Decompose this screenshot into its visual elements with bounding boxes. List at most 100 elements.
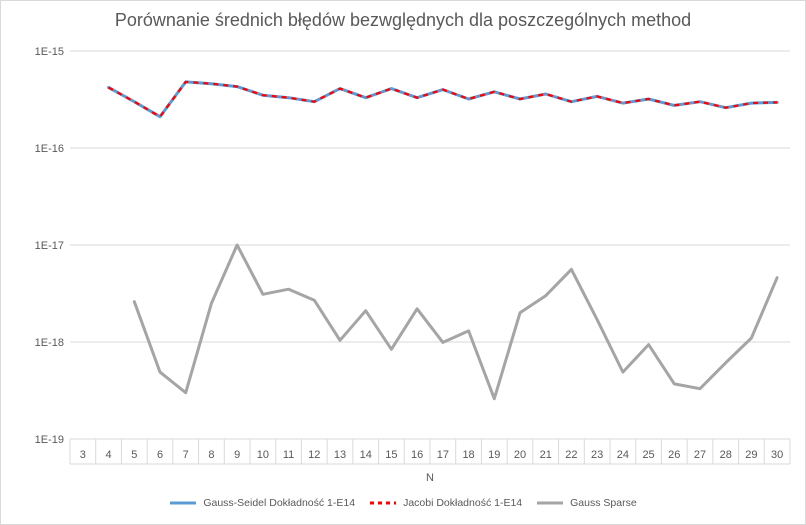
- x-tick-label: 28: [720, 449, 732, 461]
- data-point: [467, 329, 470, 332]
- data-point: [544, 294, 547, 297]
- y-tick-label: 1E-16: [35, 143, 64, 155]
- data-point: [673, 104, 676, 107]
- x-tick-label: 13: [334, 449, 346, 461]
- data-point: [107, 86, 110, 89]
- y-tick-label: 1E-17: [35, 240, 64, 252]
- data-point: [544, 93, 547, 96]
- data-point: [313, 299, 316, 302]
- data-point: [339, 339, 342, 342]
- data-point: [673, 382, 676, 385]
- y-axis: 1E-19 1E-18 1E-17 1E-16 1E-15: [35, 46, 64, 446]
- data-point: [467, 98, 470, 101]
- series-lines: [107, 80, 779, 401]
- data-point: [236, 85, 239, 88]
- data-point: [776, 276, 779, 279]
- series-line-0: [107, 80, 779, 119]
- data-point: [570, 100, 573, 103]
- legend-swatch: [537, 501, 564, 505]
- y-tick-label: 1E-18: [35, 337, 64, 349]
- x-axis: [69, 438, 791, 465]
- data-point: [261, 293, 264, 296]
- x-tick-label: 23: [591, 449, 603, 461]
- x-tick-label: 22: [565, 449, 577, 461]
- x-tick-label: 8: [208, 449, 214, 461]
- y-tick-label: 1E-15: [35, 46, 64, 58]
- data-point: [390, 348, 393, 351]
- data-point: [596, 95, 599, 98]
- data-point: [287, 96, 290, 99]
- data-point: [699, 387, 702, 390]
- data-point: [416, 96, 419, 99]
- x-tick-label: 21: [540, 449, 552, 461]
- x-axis-title: N: [426, 472, 434, 484]
- x-tick-label: 10: [257, 449, 269, 461]
- data-point: [390, 87, 393, 90]
- x-tick-label: 20: [514, 449, 526, 461]
- data-point: [699, 100, 702, 103]
- legend-swatch: [170, 501, 197, 505]
- data-point: [493, 397, 496, 400]
- data-point: [184, 80, 187, 83]
- data-point: [210, 82, 213, 85]
- legend-item: Gauss-Seidel Dokładność 1-E14: [169, 497, 355, 509]
- data-point: [724, 106, 727, 109]
- x-tick-label: 15: [385, 449, 397, 461]
- x-tick-labels: 3 4 5 6 7 8 9 10 11 12 13 14 15 16 17 18 19 20 21 22 23 24 25 2…: [80, 449, 783, 461]
- data-point: [210, 302, 213, 305]
- legend-label: Gauss-Seidel Dokładność 1-E14: [203, 497, 356, 509]
- data-point: [647, 98, 650, 101]
- data-point: [339, 87, 342, 90]
- x-tick-label: 19: [488, 449, 500, 461]
- x-tick-label: 4: [106, 449, 112, 461]
- y-tick-label: 1E-19: [35, 434, 64, 446]
- data-point: [159, 371, 162, 374]
- data-point: [596, 318, 599, 321]
- data-point: [493, 90, 496, 93]
- x-tick-label: 25: [642, 449, 654, 461]
- legend-item: Gauss Sparse: [536, 497, 637, 509]
- data-point: [441, 88, 444, 91]
- data-point: [570, 268, 573, 271]
- x-tick-label: 9: [234, 449, 240, 461]
- x-tick-label: 14: [360, 449, 372, 461]
- series-line-1: [108, 80, 778, 118]
- x-tick-label: 6: [157, 449, 163, 461]
- legend-label: Gauss Sparse: [570, 497, 637, 509]
- data-point: [519, 311, 522, 314]
- data-point: [621, 102, 624, 105]
- gridlines: [70, 50, 790, 440]
- x-tick-label: 29: [745, 449, 757, 461]
- data-point: [416, 307, 419, 310]
- x-tick-label: 12: [308, 449, 320, 461]
- legend-label: Jacobi Dokładność 1-E14: [403, 497, 523, 509]
- data-point: [133, 100, 136, 103]
- x-tick-label: 7: [183, 449, 189, 461]
- legend-swatch: [370, 501, 397, 505]
- data-point: [441, 341, 444, 344]
- x-tick-label: 17: [437, 449, 449, 461]
- data-point: [776, 101, 779, 104]
- data-point: [364, 309, 367, 312]
- chart-title: Porównanie średnich błędów bezwględnych …: [114, 10, 692, 30]
- data-point: [519, 98, 522, 101]
- x-tick-label: 24: [617, 449, 629, 461]
- data-point: [313, 100, 316, 103]
- data-point: [236, 244, 239, 247]
- data-point: [184, 391, 187, 394]
- x-tick-label: 5: [131, 449, 137, 461]
- x-tick-label: 16: [411, 449, 423, 461]
- x-tick-label: 30: [771, 449, 783, 461]
- legend-item: Jacobi Dokładność 1-E14: [369, 497, 522, 509]
- legend: Gauss-Seidel Dokładność 1-E14 Jacobi Dokł…: [0, 497, 806, 509]
- x-tick-label: 27: [694, 449, 706, 461]
- data-point: [287, 288, 290, 291]
- data-point: [621, 371, 624, 374]
- x-tick-label: 3: [80, 449, 86, 461]
- x-tick-label: 11: [283, 449, 294, 461]
- data-point: [159, 115, 162, 118]
- x-tick-label: 26: [668, 449, 680, 461]
- x-tick-label: 18: [462, 449, 474, 461]
